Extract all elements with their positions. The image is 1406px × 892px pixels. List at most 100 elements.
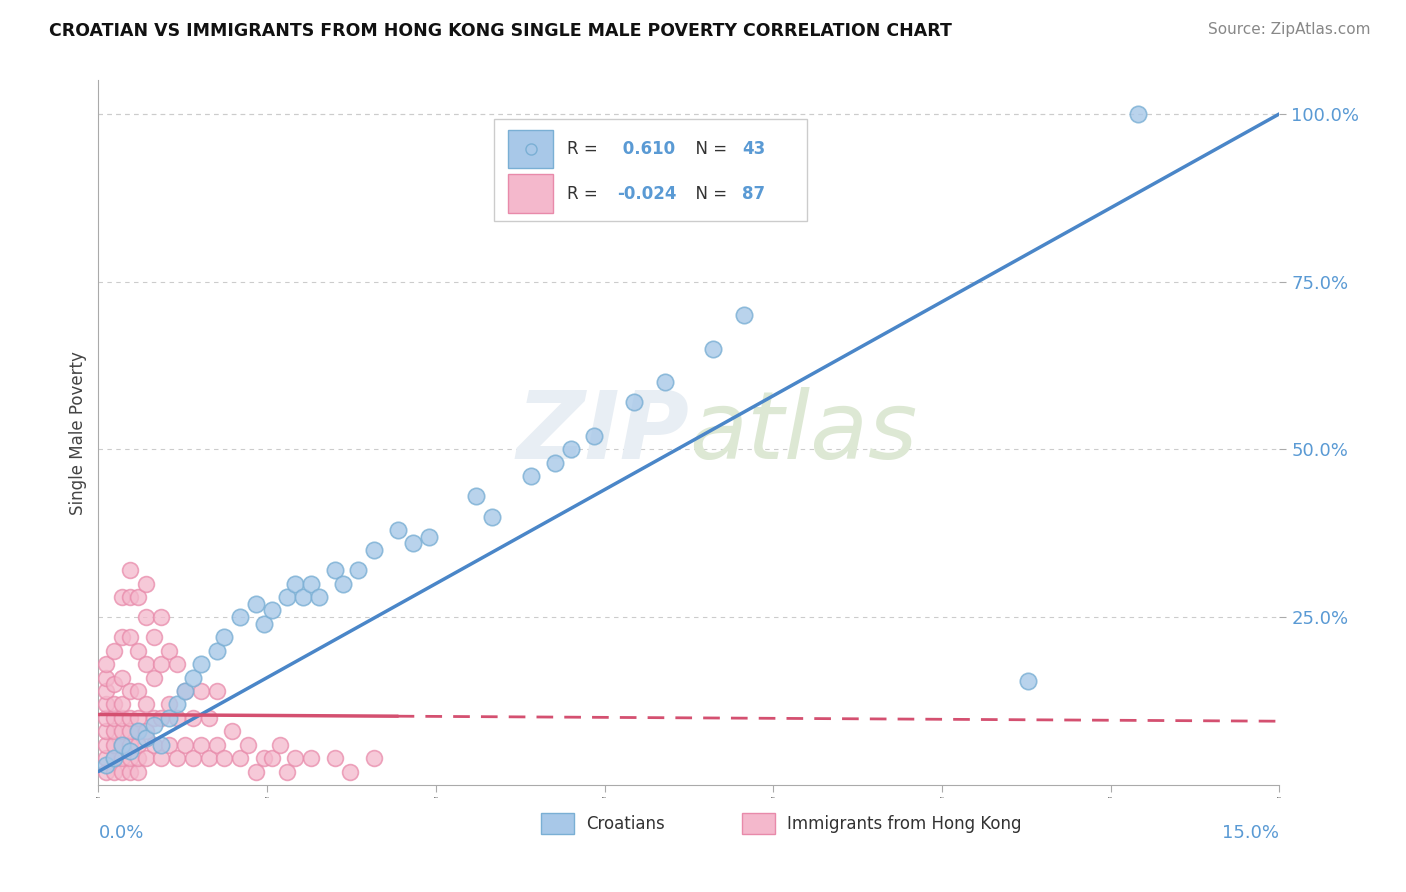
Point xyxy=(118,764,141,779)
Point xyxy=(127,644,149,658)
Point xyxy=(118,711,141,725)
Point xyxy=(127,590,149,604)
FancyBboxPatch shape xyxy=(541,814,575,834)
Point xyxy=(111,738,134,752)
Point xyxy=(269,738,291,752)
Point xyxy=(166,698,188,712)
Point xyxy=(111,671,134,685)
Point xyxy=(111,698,134,712)
Text: Croatians: Croatians xyxy=(586,814,665,833)
Point xyxy=(127,724,149,739)
Point xyxy=(205,644,228,658)
Point xyxy=(166,657,188,672)
Point xyxy=(520,469,543,483)
Point xyxy=(111,630,134,644)
Text: Immigrants from Hong Kong: Immigrants from Hong Kong xyxy=(787,814,1022,833)
Point xyxy=(103,751,125,765)
Point xyxy=(127,764,149,779)
Point xyxy=(111,738,134,752)
Point xyxy=(96,764,118,779)
Point xyxy=(127,684,149,698)
Point xyxy=(96,657,118,672)
Point xyxy=(284,576,307,591)
Point xyxy=(103,764,125,779)
Point xyxy=(299,576,322,591)
Text: 15.0%: 15.0% xyxy=(1222,823,1279,842)
Point xyxy=(103,644,125,658)
Point xyxy=(387,523,409,537)
Point xyxy=(103,751,125,765)
Point xyxy=(544,456,567,470)
Point xyxy=(118,724,141,739)
Point xyxy=(174,684,197,698)
Point xyxy=(96,671,118,685)
Point xyxy=(166,751,188,765)
Point xyxy=(284,751,307,765)
Point xyxy=(118,751,141,765)
Point xyxy=(174,684,197,698)
Point xyxy=(221,724,243,739)
Point xyxy=(111,724,134,739)
Text: ZIP: ZIP xyxy=(516,386,689,479)
Point xyxy=(157,698,180,712)
Point xyxy=(253,616,276,631)
Point xyxy=(150,610,173,624)
Point xyxy=(276,590,298,604)
Text: 87: 87 xyxy=(742,186,765,203)
Y-axis label: Single Male Poverty: Single Male Poverty xyxy=(69,351,87,515)
Point xyxy=(96,684,118,698)
Point xyxy=(1017,673,1039,688)
FancyBboxPatch shape xyxy=(494,119,807,221)
Point xyxy=(465,489,488,503)
Point xyxy=(323,751,346,765)
Point xyxy=(481,509,503,524)
Point xyxy=(135,751,157,765)
Point xyxy=(127,751,149,765)
Point xyxy=(135,576,157,591)
Point xyxy=(190,657,212,672)
Point xyxy=(150,657,173,672)
Text: 0.0%: 0.0% xyxy=(98,823,143,842)
Point xyxy=(214,751,236,765)
Point xyxy=(236,738,259,752)
Point xyxy=(135,724,157,739)
Point xyxy=(150,738,173,752)
Point xyxy=(157,644,180,658)
Point xyxy=(142,671,165,685)
Point xyxy=(214,630,236,644)
Point xyxy=(118,738,141,752)
Point xyxy=(1126,107,1149,121)
Point xyxy=(135,731,157,745)
Point xyxy=(118,630,141,644)
Point xyxy=(253,751,276,765)
Point xyxy=(96,724,118,739)
Point xyxy=(654,376,676,390)
Point xyxy=(197,751,219,765)
Point xyxy=(135,698,157,712)
Point xyxy=(174,738,197,752)
Text: N =: N = xyxy=(685,186,733,203)
FancyBboxPatch shape xyxy=(508,174,553,213)
Text: Source: ZipAtlas.com: Source: ZipAtlas.com xyxy=(1208,22,1371,37)
Text: 0.610: 0.610 xyxy=(617,140,675,159)
Point xyxy=(583,429,606,443)
Point xyxy=(166,711,188,725)
Point xyxy=(292,590,315,604)
Point xyxy=(229,751,252,765)
Point xyxy=(363,751,385,765)
Point xyxy=(96,751,118,765)
Point xyxy=(142,738,165,752)
Point xyxy=(157,738,180,752)
Point xyxy=(733,308,755,322)
Point xyxy=(118,590,141,604)
Point xyxy=(96,698,118,712)
Point xyxy=(127,724,149,739)
Point xyxy=(111,590,134,604)
Point xyxy=(205,738,228,752)
FancyBboxPatch shape xyxy=(508,129,553,169)
Point xyxy=(276,764,298,779)
Point xyxy=(103,738,125,752)
Text: -0.024: -0.024 xyxy=(617,186,676,203)
Point xyxy=(135,657,157,672)
Point xyxy=(118,563,141,577)
